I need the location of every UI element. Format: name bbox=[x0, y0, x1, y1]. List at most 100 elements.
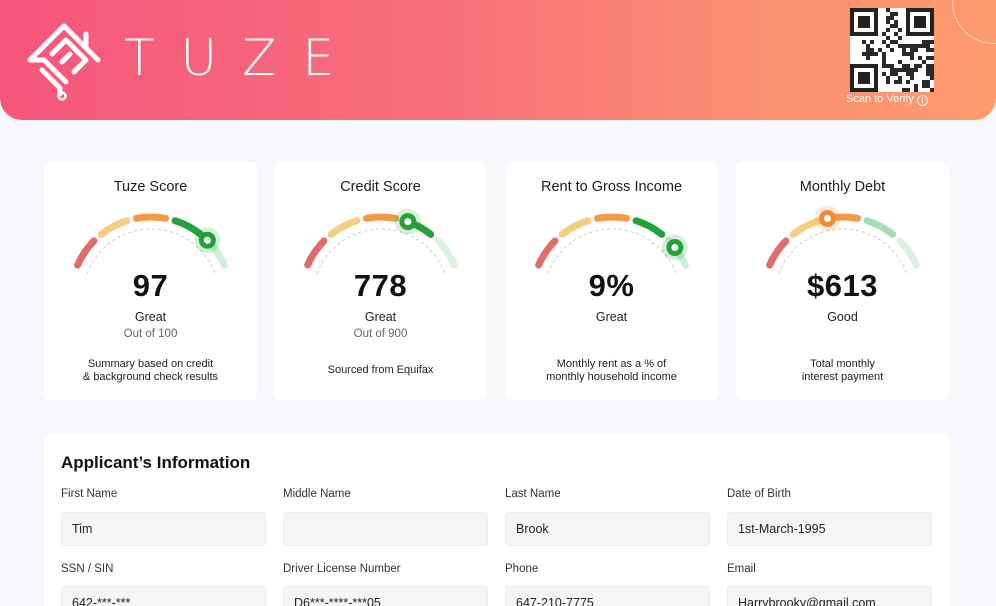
score-value: 97 bbox=[132, 268, 169, 303]
qr-module bbox=[902, 52, 906, 56]
qr-module bbox=[886, 28, 890, 32]
card-description-line: & background check results bbox=[82, 371, 219, 383]
monthly-debt-card: Monthly Debt $613 Good Total monthly int… bbox=[736, 162, 949, 400]
qr-module bbox=[902, 68, 906, 72]
qr-module bbox=[878, 48, 882, 52]
credit-score-card: Credit Score 778 Great Out of 900 Source… bbox=[274, 162, 487, 400]
scan-to-verify-label: Scan to Verify bbox=[846, 93, 914, 105]
qr-module bbox=[926, 72, 930, 76]
qr-module bbox=[870, 40, 874, 44]
qr-module bbox=[886, 80, 890, 84]
qr-module bbox=[886, 16, 890, 20]
qr-module bbox=[922, 60, 926, 64]
qr-module bbox=[890, 24, 894, 28]
first-name-label: First Name bbox=[61, 488, 118, 500]
qr-module bbox=[870, 48, 874, 52]
qr-module bbox=[882, 52, 886, 56]
score-value: $613 bbox=[807, 268, 878, 303]
qr-module bbox=[910, 56, 914, 60]
card-description-line: Total monthly bbox=[810, 358, 875, 370]
driver-license-field[interactable]: D6***-****-***05 bbox=[283, 586, 488, 606]
qr-module bbox=[914, 68, 918, 72]
gauge-segment bbox=[304, 237, 328, 269]
score-scale: Out of 900 bbox=[353, 328, 408, 340]
card-description-line: monthly household income bbox=[546, 371, 677, 383]
qr-module bbox=[910, 52, 914, 56]
qr-module bbox=[930, 88, 934, 92]
qr-module bbox=[906, 52, 910, 56]
info-icon[interactable]: i bbox=[916, 95, 928, 106]
card-description: Monthly rent as a % of monthly household… bbox=[525, 358, 698, 384]
qr-module bbox=[898, 80, 902, 84]
gauge-segment bbox=[558, 217, 592, 238]
qr-module bbox=[902, 44, 906, 48]
qr-module bbox=[906, 64, 910, 68]
qr-module bbox=[930, 68, 934, 72]
qr-module bbox=[926, 56, 930, 60]
decorative-ring bbox=[952, 0, 996, 44]
gauge-segment bbox=[97, 217, 131, 238]
qr-module bbox=[926, 48, 930, 52]
qr-module bbox=[886, 64, 890, 68]
gauge-segment bbox=[766, 237, 790, 269]
gauge-segment bbox=[327, 217, 361, 238]
qr-module bbox=[930, 40, 934, 44]
qr-module bbox=[890, 12, 894, 16]
qr-module bbox=[886, 76, 890, 80]
ssn-field[interactable]: 642-***-*** bbox=[61, 586, 266, 606]
qr-module bbox=[926, 40, 930, 44]
middle-name-label: Middle Name bbox=[283, 488, 351, 500]
qr-module bbox=[914, 64, 918, 68]
qr-module bbox=[906, 68, 910, 72]
monthly-debt-gauge bbox=[766, 205, 920, 274]
gauge-segment bbox=[632, 217, 666, 238]
gauge-segment bbox=[171, 217, 205, 238]
qr-module bbox=[926, 84, 930, 88]
qr-module bbox=[902, 88, 906, 92]
gauge-segment bbox=[434, 237, 458, 269]
qr-module bbox=[926, 44, 930, 48]
first-name-field[interactable]: Tim bbox=[61, 512, 266, 546]
card-description-line: Summary based on credit bbox=[87, 358, 214, 370]
gauge-marker-center bbox=[203, 236, 211, 244]
gauge-segment bbox=[593, 213, 631, 222]
email-field[interactable]: Harrybrooky@gmail.com bbox=[727, 586, 932, 606]
card-description-line: Sourced from Equifax bbox=[327, 364, 434, 376]
qr-module bbox=[870, 52, 874, 56]
qr-code-icon[interactable] bbox=[850, 8, 934, 92]
qr-module bbox=[862, 40, 866, 44]
score-rating: Great bbox=[364, 310, 397, 324]
phone-field[interactable]: 647-210-7775 bbox=[505, 586, 710, 606]
qr-module bbox=[910, 72, 914, 76]
qr-module bbox=[866, 48, 870, 52]
qr-finder bbox=[858, 16, 870, 28]
qr-module bbox=[882, 56, 886, 60]
qr-module bbox=[886, 44, 890, 48]
card-description-line: Monthly rent as a % of bbox=[556, 358, 667, 370]
qr-module bbox=[922, 40, 926, 44]
qr-module bbox=[906, 72, 910, 76]
gauge-segment bbox=[789, 217, 823, 238]
qr-module bbox=[914, 88, 918, 92]
qr-module bbox=[882, 60, 886, 64]
qr-module bbox=[930, 56, 934, 60]
score-rating: Great bbox=[134, 310, 167, 324]
date-of-birth-field[interactable]: 1st-March-1995 bbox=[727, 512, 932, 546]
house-circuit-icon bbox=[27, 23, 101, 101]
scan-to-verify[interactable]: Scan to Verify i bbox=[846, 93, 938, 106]
qr-module bbox=[894, 20, 898, 24]
card-title: Monthly Debt bbox=[799, 179, 886, 195]
last-name-field[interactable]: Brook bbox=[505, 512, 710, 546]
card-title: Credit Score bbox=[340, 179, 421, 195]
email-label: Email bbox=[727, 563, 756, 575]
credit-score-gauge bbox=[304, 208, 458, 274]
gauge-segment bbox=[863, 217, 897, 238]
driver-license-label: Driver License Number bbox=[283, 563, 401, 575]
qr-module bbox=[894, 68, 898, 72]
qr-module bbox=[890, 64, 894, 68]
qr-module bbox=[906, 80, 910, 84]
middle-name-field[interactable] bbox=[283, 512, 488, 546]
section-title: Applicant’s Information bbox=[61, 453, 251, 472]
qr-module bbox=[890, 40, 894, 44]
